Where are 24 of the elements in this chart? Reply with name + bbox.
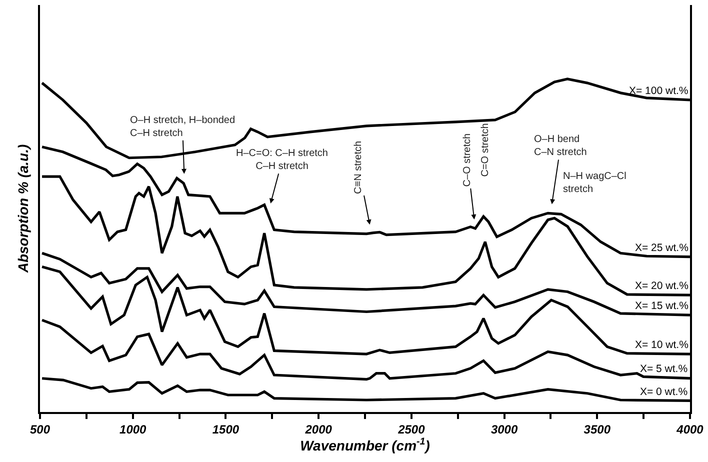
series-label: X= 10 wt.%	[635, 339, 688, 351]
x-tick-label: 2500	[397, 422, 426, 436]
x-tick-label: 4000	[676, 422, 704, 436]
annotation: C≡N stretch	[353, 140, 364, 194]
x-tick-label: 500	[30, 422, 50, 436]
annotation: O–H stretch, H–bonded C–H stretch	[130, 115, 236, 139]
annotation: H–C=O: C–H stretch C–H stretch	[236, 148, 328, 172]
x-tick-label: 2000	[304, 422, 332, 436]
series-label: X= 25 wt.%	[635, 242, 688, 254]
x-tick-label: 1000	[120, 422, 147, 436]
series-label: X= 0 wt.%	[640, 386, 688, 398]
x-tick-label: 3500	[584, 422, 611, 436]
x-tick-label: 3000	[490, 422, 518, 436]
series-label: X= 100 wt.%	[629, 85, 688, 97]
x-tick-label: 1500	[212, 422, 240, 436]
series-label: X= 15 wt.%	[635, 300, 688, 312]
annotation: N–H wagC–Cl stretch	[563, 171, 626, 195]
series-label: X= 5 wt.%	[640, 363, 688, 375]
annotation: C=O stretch	[480, 123, 492, 177]
annotation: C–O stretch	[462, 133, 473, 187]
series-label: X= 20 wt.%	[635, 280, 688, 292]
y-axis-title: Absorption % (a.u.)	[15, 144, 32, 274]
x-axis-title: Wavenumber (cm$^{-1}$)	[300, 436, 430, 454]
annotation: O–H bend C–N stretch	[534, 134, 587, 158]
